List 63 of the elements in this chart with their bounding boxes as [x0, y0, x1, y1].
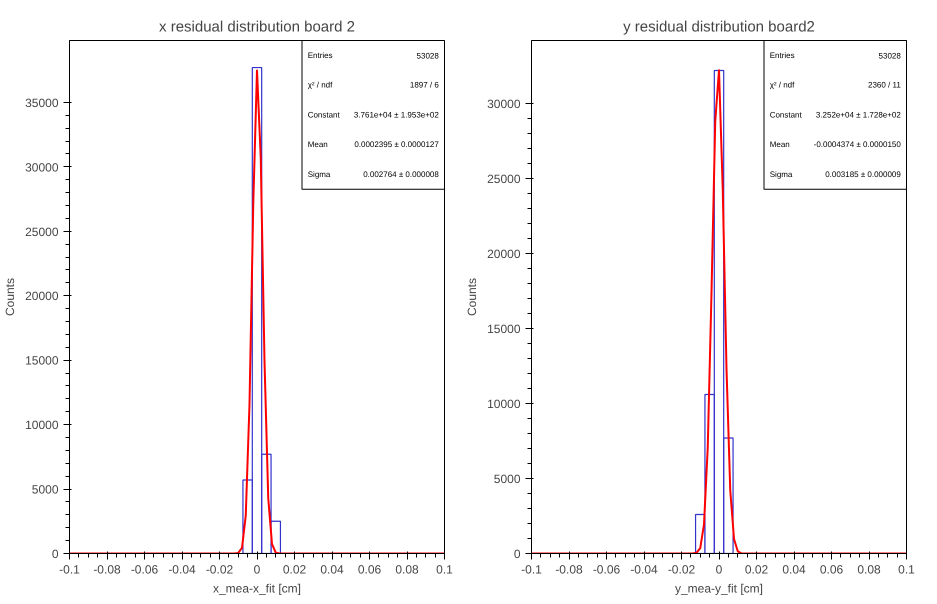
x-tick-label: -0.06 — [592, 562, 620, 576]
annotation: Entries — [308, 50, 333, 60]
y-tick-label: 5000 — [32, 482, 59, 497]
annotation: χ² / ndf — [770, 80, 796, 90]
annotation: χ² / ndf — [308, 80, 334, 90]
annotation: Mean — [770, 140, 790, 150]
y-tick-label: 10000 — [487, 397, 521, 411]
chart-title: y residual distribution board2 — [623, 18, 815, 36]
y-tick-label: 10000 — [25, 418, 59, 432]
y-tick-label: 20000 — [25, 289, 59, 304]
x-tick-label: 0.02 — [744, 562, 769, 576]
x-axis-title: x_mea-x_fit [cm] — [212, 582, 302, 596]
y-tick-label: 30000 — [487, 97, 521, 111]
x-tick-label: -0.04 — [630, 562, 658, 576]
y-tick-label: 25000 — [25, 224, 59, 239]
annotation: Sigma — [770, 170, 793, 179]
x-tick-label: -0.1 — [59, 562, 80, 576]
y-tick-label: 30000 — [25, 160, 59, 174]
x-tick-label: -0.1 — [521, 562, 542, 576]
annotation: 3.761e+04 ± 1.953e+02 — [354, 110, 440, 120]
annotation: 0.003185 ± 0.000009 — [825, 170, 902, 179]
x-tick-label: 0.08 — [857, 562, 882, 576]
y-tick-label: 15000 — [487, 322, 521, 336]
x-tick-label: 0.04 — [320, 562, 344, 576]
x-tick-label: -0.02 — [206, 562, 234, 576]
y-tick-label: 0 — [514, 547, 521, 561]
x-tick-label: 0.06 — [358, 562, 382, 576]
x-tick-label: 0.04 — [782, 562, 806, 576]
x-tick-label: -0.06 — [130, 562, 158, 576]
x-tick-label: 0.08 — [395, 562, 420, 576]
y-tick-label: 20000 — [487, 247, 521, 261]
y-tick-label: 35000 — [25, 96, 59, 110]
x-tick-label: -0.02 — [668, 562, 696, 576]
annotation: Constant — [770, 110, 802, 120]
x-tick-label: 0 — [254, 562, 261, 576]
annotation: 3.252e+04 ± 1.728e+02 — [816, 110, 902, 120]
x-axis-title: y_mea-y_fit [cm] — [674, 582, 764, 596]
y-axis-title: Counts — [3, 278, 18, 316]
x-tick-label: -0.08 — [555, 562, 583, 576]
chart-title: x residual distribution board 2 — [159, 18, 355, 36]
annotation: -0.0004374 ± 0.0000150 — [814, 140, 902, 150]
annotation: Constant — [308, 110, 340, 120]
x-tick-label: -0.04 — [168, 562, 196, 576]
x-tick-label: 0 — [716, 562, 723, 576]
y-tick-label: 5000 — [494, 472, 521, 486]
annotation: Entries — [770, 50, 795, 60]
annotation: 0.002764 ± 0.000008 — [363, 170, 440, 179]
annotation: Mean — [308, 140, 328, 150]
annotation: 1897 / 6 — [410, 80, 440, 90]
x-tick-label: 0.1 — [898, 562, 916, 576]
y-tick-label: 0 — [52, 547, 59, 561]
x-tick-label: 0.1 — [436, 562, 454, 576]
annotation: 2360 / 11 — [868, 80, 902, 90]
y-tick-label: 15000 — [25, 354, 59, 368]
annotation: 0.0002395 ± 0.0000127 — [354, 140, 440, 150]
y-axis-title: Counts — [465, 278, 480, 316]
annotation: Sigma — [308, 170, 331, 179]
annotation: 53028 — [416, 51, 440, 60]
x-tick-label: 0.02 — [282, 562, 307, 576]
x-tick-label: 0.06 — [820, 562, 844, 576]
y-tick-label: 25000 — [487, 172, 521, 186]
x-tick-label: -0.08 — [93, 562, 121, 576]
annotation: 53028 — [878, 51, 902, 60]
